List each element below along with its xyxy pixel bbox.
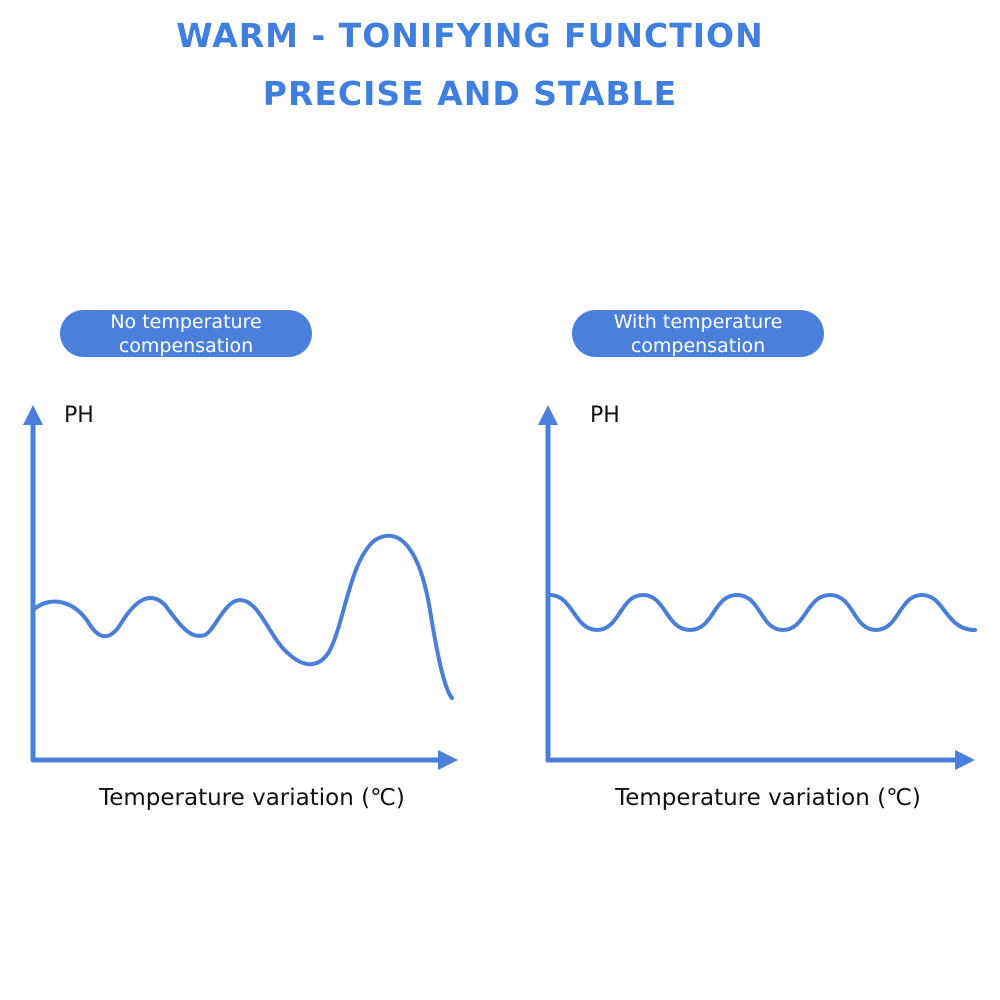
- y-label: PH: [64, 403, 94, 428]
- ph-curve: [548, 592, 977, 633]
- x-label: Temperature variation (℃): [614, 785, 921, 811]
- x-label: Temperature variation (℃): [98, 785, 405, 811]
- badge: With temperature compensation: [572, 310, 824, 357]
- badge: No temperature compensation: [60, 310, 312, 357]
- subtitle: PRECISE AND STABLE: [262, 74, 678, 113]
- title: WARM - TONIFYING FUNCTION: [176, 16, 764, 55]
- ph-curve: [31, 533, 454, 700]
- y-label: PH: [590, 403, 620, 428]
